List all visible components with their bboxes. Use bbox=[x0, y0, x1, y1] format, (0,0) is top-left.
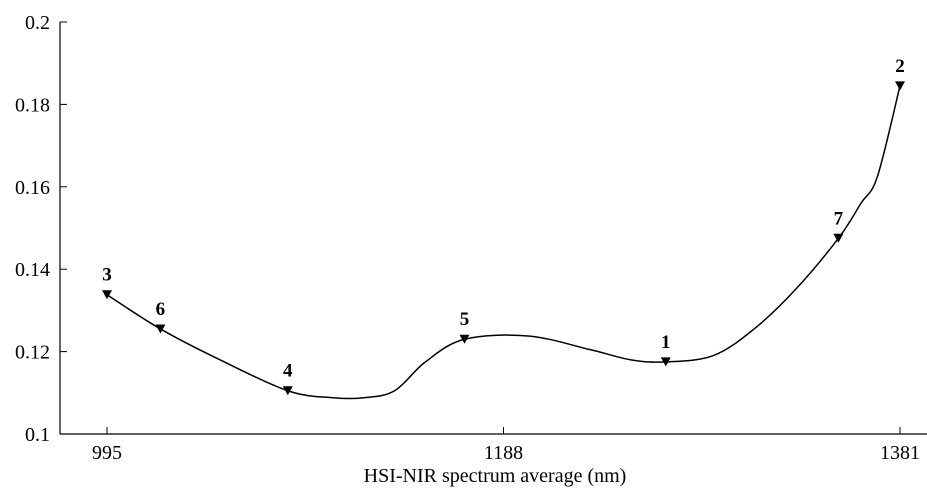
point-label-5: 5 bbox=[460, 309, 470, 330]
x-tick-label: 1188 bbox=[484, 442, 523, 464]
y-tick-label: 0.18 bbox=[15, 94, 50, 116]
series-line bbox=[106, 85, 901, 400]
point-label-6: 6 bbox=[156, 299, 166, 320]
marker-point-5 bbox=[459, 334, 470, 344]
x-axis-label: HSI-NIR spectrum average (nm) bbox=[364, 465, 627, 487]
marker-point-6 bbox=[155, 324, 166, 334]
y-tick-label: 0.1 bbox=[25, 424, 50, 446]
axes bbox=[59, 22, 927, 435]
point-label-1: 1 bbox=[661, 332, 671, 353]
y-axis-ticks: 0.1 0.12 0.14 0.16 0.18 0.2 bbox=[15, 12, 67, 446]
marker-point-1 bbox=[660, 357, 671, 367]
point-label-2: 2 bbox=[895, 56, 905, 77]
y-tick-label: 0.12 bbox=[15, 342, 50, 364]
marker-point-7 bbox=[833, 233, 844, 243]
point-label-3: 3 bbox=[102, 265, 112, 286]
point-label-4: 4 bbox=[283, 361, 293, 382]
data-markers bbox=[102, 81, 905, 396]
x-axis-ticks: 995 1188 1381 bbox=[92, 427, 920, 464]
marker-point-2 bbox=[895, 81, 905, 91]
marker-point-4 bbox=[282, 386, 293, 396]
x-tick-label: 995 bbox=[92, 442, 122, 464]
point-label-7: 7 bbox=[834, 208, 844, 229]
x-tick-label: 1381 bbox=[880, 442, 920, 464]
point-labels: 3 6 4 5 1 7 2 bbox=[102, 56, 905, 382]
y-tick-label: 0.16 bbox=[15, 177, 50, 199]
y-tick-label: 0.14 bbox=[15, 259, 50, 281]
y-tick-label: 0.2 bbox=[25, 12, 50, 34]
marker-point-3 bbox=[102, 290, 112, 300]
